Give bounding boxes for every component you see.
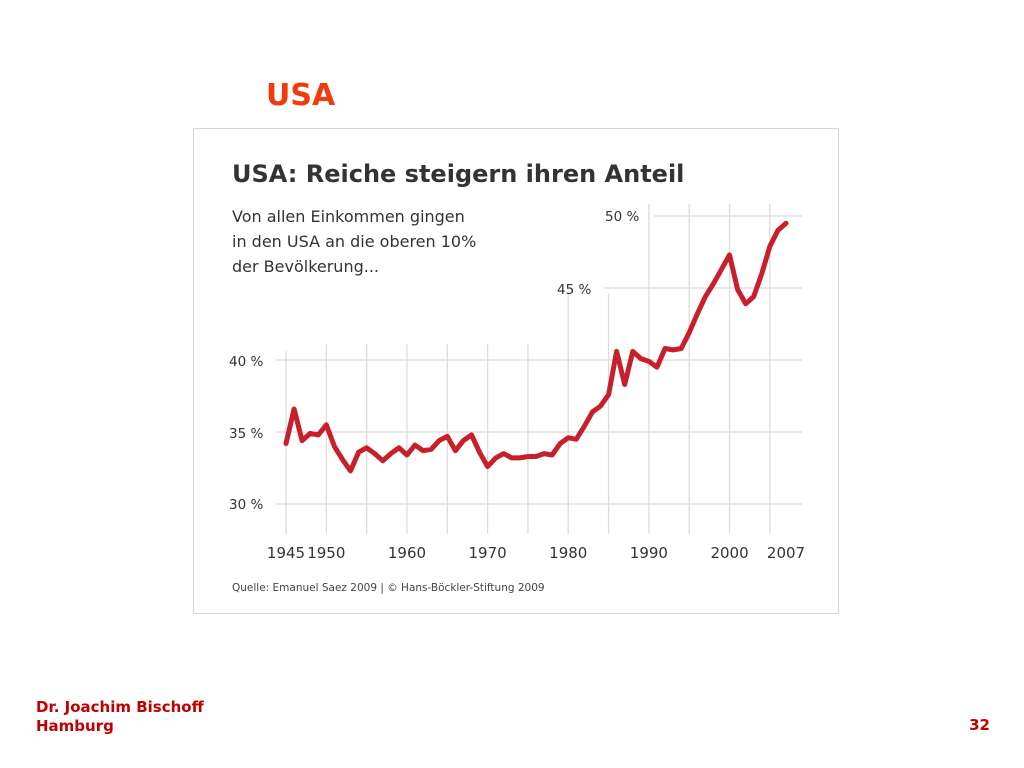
x-tick-label: 1990 [630, 544, 668, 562]
axis-labels: 30 % 35 % 40 % 45 % 50 % 1945 1950 1960 1970 1980… [229, 209, 805, 562]
page-number: 32 [969, 716, 990, 734]
x-tick-label: 2007 [767, 544, 805, 562]
author-city: Hamburg [36, 717, 114, 735]
author-name: Dr. Joachim Bischoff [36, 698, 204, 716]
income-share-chart: USA: Reiche steigern ihren Anteil Von al… [222, 160, 805, 594]
x-tick-label: 1980 [549, 544, 587, 562]
chart-subtitle-line-2: in den USA an die oberen 10% [232, 232, 476, 251]
series-layer [283, 220, 789, 474]
slide-title: USA [266, 78, 336, 113]
x-tick-label: 2000 [710, 544, 748, 562]
y-tick-label: 45 % [557, 282, 591, 298]
chart-subtitle-line-1: Von allen Einkommen gingen [232, 207, 465, 226]
x-tick-label: 1950 [307, 544, 345, 562]
subtitle-background [222, 201, 562, 281]
chart-subtitle-line-3: der Bevölkerung... [232, 257, 379, 276]
y-tick-label: 50 % [605, 209, 639, 225]
source-note: Quelle: Emanuel Saez 2009 | © Hans-Böckl… [232, 582, 545, 594]
chart-title: USA: Reiche steigern ihren Anteil [232, 160, 684, 188]
footer-author: Dr. Joachim Bischoff Hamburg [36, 698, 204, 736]
chart-frame: USA: Reiche steigern ihren Anteil Von al… [193, 128, 839, 614]
series-line-0 [283, 220, 789, 474]
x-tick-label: 1970 [469, 544, 507, 562]
x-tick-label: 1960 [388, 544, 426, 562]
x-tick-label: 1945 [267, 544, 305, 562]
y-tick-label: 40 % [229, 354, 263, 370]
y-tick-label: 30 % [229, 497, 263, 513]
y-tick-label: 35 % [229, 426, 263, 442]
